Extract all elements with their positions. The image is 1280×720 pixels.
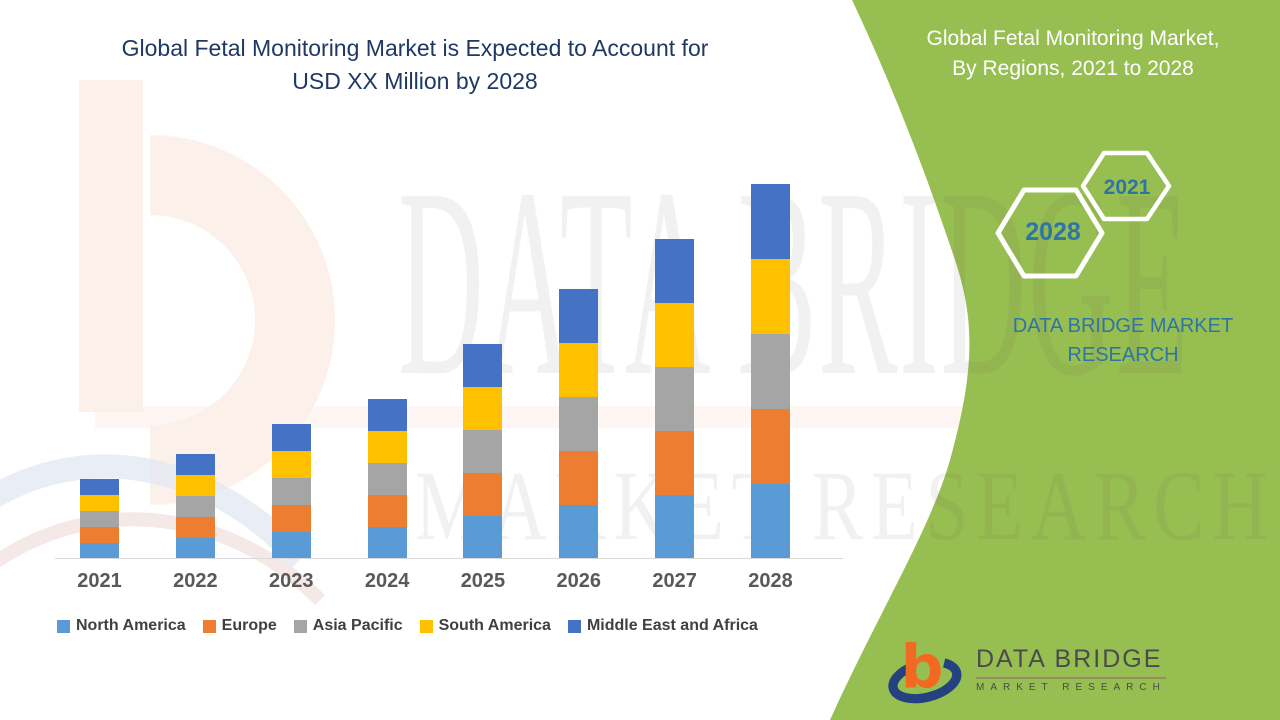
- bar-segment-north-america-2023: [271, 532, 311, 559]
- bar-segment-middle-east-and-africa-2028: [751, 184, 791, 259]
- x-tick-label-2022: 2022: [173, 570, 218, 592]
- stacked-bar-chart: [80, 184, 791, 559]
- x-tick-label-2023: 2023: [268, 570, 314, 592]
- bar-segment-middle-east-and-africa-2022: [175, 454, 215, 475]
- chart-legend: North America Europe Asia Pacific South Ame…: [57, 617, 758, 635]
- legend-swatch: [57, 619, 70, 633]
- bar-segment-middle-east-and-africa-2023: [271, 424, 311, 451]
- watermark-b-stem: [79, 80, 143, 412]
- bar-2023: [271, 424, 311, 559]
- side-panel-brand-text: DATA BRIDGE MARKET RESEARCH: [933, 312, 1280, 370]
- bar-segment-north-america-2026: [559, 505, 599, 559]
- bar-segment-north-america-2024: [367, 527, 407, 559]
- side-panel-title-line1: Global Fetal Monitoring Market,: [926, 27, 1220, 50]
- legend-item-asia-pacific: Asia Pacific: [293, 617, 403, 635]
- bar-segment-north-america-2028: [751, 484, 791, 559]
- bar-segment-middle-east-and-africa-2024: [367, 399, 407, 431]
- bar-2027: [655, 239, 695, 559]
- side-panel-title-line2: By Regions, 2021 to 2028: [952, 57, 1194, 80]
- hexagon-2021-outline: [1080, 150, 1172, 222]
- bar-segment-asia-pacific-2026: [559, 397, 599, 451]
- page-title: Global Fetal Monitoring Market is Expect…: [60, 32, 770, 98]
- logo-text-block: DATA BRIDGE MARKET RESEARCH: [976, 645, 1166, 693]
- bar-segment-south-america-2021: [80, 495, 119, 511]
- legend-item-europe: Europe: [202, 617, 277, 635]
- x-tick-label-2024: 2024: [364, 570, 410, 592]
- bar-segment-asia-pacific-2023: [271, 478, 311, 505]
- x-tick-label-2026: 2026: [556, 570, 602, 592]
- hexagon-2028-outline: [995, 187, 1105, 279]
- bar-segment-asia-pacific-2025: [463, 430, 503, 473]
- x-tick-label-2027: 2027: [652, 570, 697, 592]
- watermark-red-swoosh: [0, 512, 325, 605]
- bar-segment-south-america-2025: [463, 387, 503, 430]
- bar-2028: [751, 184, 791, 559]
- bar-segment-asia-pacific-2024: [367, 463, 407, 495]
- bar-segment-europe-2027: [655, 431, 695, 495]
- logo-brand-text: DATA BRIDGE: [976, 645, 1166, 679]
- bar-segment-asia-pacific-2022: [175, 496, 215, 517]
- legend-swatch: [419, 619, 433, 633]
- bar-segment-europe-2024: [367, 495, 407, 527]
- logo-navy-swoosh: [888, 657, 962, 704]
- legend-item-middle-east-and-africa: Middle East and Africa: [567, 617, 758, 635]
- bar-2021: [80, 479, 119, 559]
- x-tick-label-2021: 2021: [77, 570, 122, 592]
- side-panel-title: Global Fetal Monitoring Market, By Regio…: [880, 24, 1266, 84]
- bar-segment-europe-2025: [463, 473, 503, 516]
- bar-2022: [175, 454, 215, 559]
- watermark-blue-swoosh: [0, 454, 309, 569]
- hexagon-label-2028: 2028: [1025, 218, 1081, 246]
- bar-segment-asia-pacific-2021: [80, 511, 119, 527]
- bar-segment-south-america-2023: [271, 451, 311, 478]
- bar-segment-europe-2026: [559, 451, 599, 505]
- legend-item-south-america: South America: [419, 617, 551, 635]
- logo-orange-b: b: [901, 633, 944, 702]
- bar-2026: [559, 289, 599, 559]
- side-panel-brand-line2: RESEARCH: [1067, 344, 1179, 366]
- bar-2024: [367, 399, 407, 559]
- x-axis-line: [55, 558, 843, 559]
- bar-segment-middle-east-and-africa-2021: [80, 479, 119, 495]
- bar-segment-europe-2021: [80, 527, 119, 543]
- bar-segment-north-america-2027: [655, 495, 695, 559]
- bar-segment-europe-2028: [751, 409, 791, 484]
- bar-segment-europe-2023: [271, 505, 311, 532]
- page-title-line1: Global Fetal Monitoring Market is Expect…: [121, 35, 709, 61]
- legend-item-north-america: North America: [57, 617, 186, 635]
- hexagon-label-2021: 2021: [1103, 176, 1151, 199]
- x-tick-label-2028: 2028: [748, 570, 793, 592]
- bar-2025: [463, 344, 503, 559]
- bar-segment-south-america-2026: [559, 343, 599, 397]
- legend-label: South America: [438, 617, 551, 634]
- bar-segment-south-america-2028: [751, 259, 791, 334]
- bar-segment-south-america-2024: [367, 431, 407, 463]
- x-tick-label-2025: 2025: [460, 570, 506, 592]
- legend-label: Europe: [221, 617, 277, 634]
- legend-swatch: [567, 619, 581, 633]
- bar-segment-north-america-2025: [463, 516, 503, 559]
- bar-segment-asia-pacific-2028: [751, 334, 791, 409]
- bar-segment-middle-east-and-africa-2027: [655, 239, 695, 303]
- side-panel-brand-line1: DATA BRIDGE MARKET: [1012, 315, 1234, 337]
- bar-segment-north-america-2022: [175, 538, 215, 559]
- legend-label: Asia Pacific: [312, 617, 403, 634]
- page-title-line2: USD XX Million by 2028: [292, 68, 538, 94]
- legend-label: Middle East and Africa: [586, 617, 758, 634]
- bar-segment-middle-east-and-africa-2026: [559, 289, 599, 343]
- bar-segment-north-america-2021: [80, 543, 119, 559]
- logo-sub-text: MARKET RESEARCH: [976, 682, 1166, 693]
- legend-swatch: [293, 619, 307, 633]
- legend-swatch: [202, 619, 216, 633]
- bar-segment-south-america-2027: [655, 303, 695, 367]
- bar-segment-south-america-2022: [175, 475, 215, 496]
- bar-segment-asia-pacific-2027: [655, 367, 695, 431]
- data-bridge-logo: b DATA BRIDGE MARKET RESEARCH: [888, 632, 1166, 706]
- data-bridge-b-swoosh-icon: b: [888, 633, 962, 704]
- legend-label: North America: [76, 617, 186, 634]
- bar-segment-middle-east-and-africa-2025: [463, 344, 503, 387]
- bar-segment-europe-2022: [175, 517, 215, 538]
